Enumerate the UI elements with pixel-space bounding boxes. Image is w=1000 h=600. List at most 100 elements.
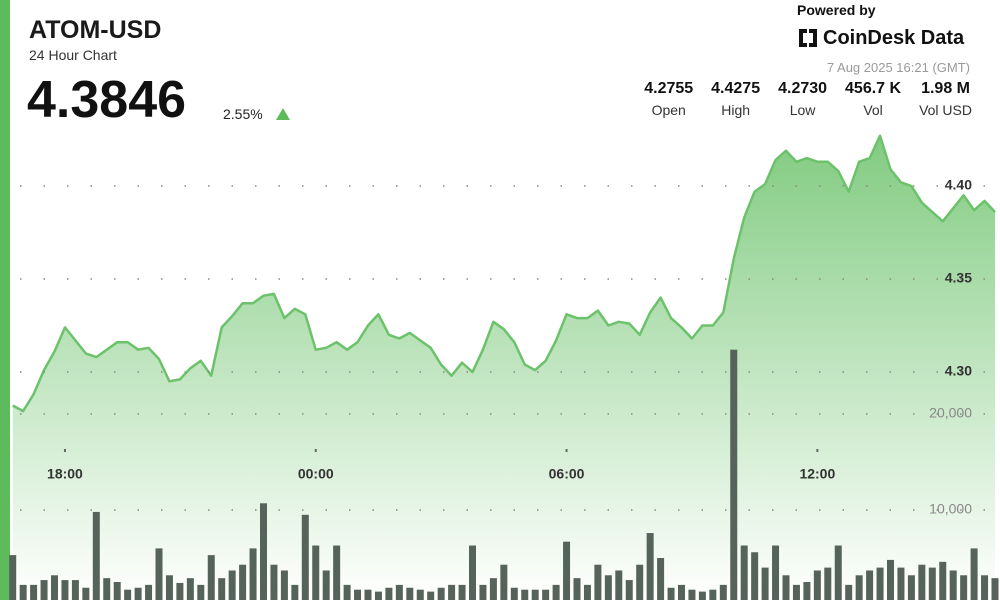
- y-tick-label: 4.30: [945, 363, 972, 379]
- volume-bar: [500, 564, 508, 600]
- stat-value: 456.7 K: [845, 80, 902, 97]
- volume-bar: [887, 559, 894, 600]
- volume-bar: [364, 589, 372, 600]
- volume-bar: [270, 564, 278, 600]
- volume-bar: [406, 587, 414, 600]
- volume-bar: [301, 514, 309, 600]
- volume-bar: [939, 561, 947, 600]
- accent-bar: [0, 0, 10, 600]
- stat-label: Open: [651, 102, 686, 118]
- stat-label: Vol USD: [919, 102, 972, 118]
- volume-bar: [437, 587, 445, 600]
- volume-bar: [228, 570, 236, 600]
- price: 4.3846: [27, 71, 187, 129]
- volume-bar: [928, 567, 936, 600]
- volume-bar: [719, 584, 727, 600]
- volume-bar: [197, 584, 205, 600]
- stat-label: Low: [789, 102, 816, 118]
- volume-bar: [448, 584, 456, 600]
- volume-bar: [803, 582, 811, 600]
- symbol: ATOM-USD: [29, 16, 162, 44]
- volume-bar: [92, 511, 100, 600]
- subtitle: 24 Hour Chart: [29, 47, 117, 63]
- volume-bar: [469, 545, 476, 600]
- volume-bar: [542, 589, 550, 600]
- volume-bar: [698, 591, 706, 600]
- volume-bar: [312, 545, 320, 600]
- volume-bar: [134, 587, 142, 600]
- volume-bar: [239, 564, 247, 600]
- timestamp: 7 Aug 2025 16:21 (GMT): [826, 60, 970, 75]
- volume-bar: [678, 584, 685, 600]
- volume-bar: [71, 580, 79, 600]
- y2-tick-label: 10,000: [929, 501, 972, 517]
- volume-bar: [824, 567, 832, 600]
- stats: 4.2755 Open 4.4275 High 4.2730 Low 456.7 K Vol 1…: [644, 80, 972, 118]
- volume-bar: [218, 578, 226, 600]
- volume-bar: [740, 545, 748, 600]
- volume-bar: [866, 570, 874, 600]
- price-line: [12, 134, 996, 413]
- volume-bar: [103, 578, 111, 600]
- volume-bar: [291, 584, 299, 600]
- stat-value: 4.4275: [711, 80, 761, 97]
- brand-icon: [799, 29, 817, 47]
- volume-bar: [489, 578, 497, 600]
- volume-bar: [82, 587, 90, 600]
- volume-bar: [552, 584, 560, 600]
- volume-bar: [260, 503, 267, 600]
- volume-bar: [30, 584, 38, 600]
- volume-bar: [563, 541, 571, 600]
- volume-bar: [333, 545, 341, 600]
- volume-bar: [970, 548, 978, 600]
- volume-bar: [792, 584, 800, 600]
- volume-bar: [876, 567, 884, 600]
- volume-bar: [751, 552, 759, 600]
- x-tick-label: 06:00: [549, 466, 585, 482]
- stat-label: High: [721, 102, 751, 118]
- volume-bar: [960, 575, 968, 600]
- stat-value: 4.2755: [644, 80, 694, 97]
- powered-by: Powered by: [797, 2, 876, 18]
- volume-bar: [322, 570, 330, 600]
- volume-bar: [761, 567, 769, 600]
- brand: CoinDesk Data: [823, 27, 965, 49]
- volume-bar: [583, 584, 591, 600]
- y-tick-label: 4.35: [945, 270, 972, 286]
- volume-bar: [531, 589, 539, 600]
- y-tick-label: 4.40: [945, 177, 972, 193]
- change: 2.55%: [223, 106, 263, 122]
- volume-bar: [813, 570, 821, 600]
- volume-bar: [897, 567, 905, 600]
- volume-bar: [395, 584, 403, 600]
- volume-bar: [416, 589, 424, 600]
- volume-bar: [479, 584, 487, 600]
- stat: 4.4275 High: [711, 80, 760, 118]
- volume-bar: [19, 584, 27, 600]
- volume-bar: [573, 578, 581, 600]
- volume-bar: [61, 580, 69, 600]
- volume-bar: [981, 575, 989, 600]
- volume-bar: [625, 580, 633, 600]
- volume-bar: [918, 564, 926, 600]
- volume-bar: [145, 584, 153, 600]
- x-tick-label: 12:00: [799, 466, 835, 482]
- volume-bar: [834, 545, 842, 600]
- volume-bar: [594, 564, 602, 600]
- volume-bar: [991, 578, 999, 600]
- volume-bar: [354, 589, 362, 600]
- volume-bar: [40, 580, 48, 600]
- y2-tick-label: 20,000: [929, 405, 972, 421]
- volume-bar: [155, 548, 163, 600]
- volume-bar: [521, 589, 529, 600]
- volume-bar: [855, 575, 863, 600]
- volume-bar: [709, 589, 717, 600]
- volume-bar: [636, 564, 644, 600]
- volume-bar: [604, 575, 612, 600]
- stat: 456.7 K Vol: [845, 80, 901, 118]
- volume-bar: [343, 584, 351, 600]
- volume-bar: [772, 545, 780, 600]
- volume-bar: [51, 575, 58, 600]
